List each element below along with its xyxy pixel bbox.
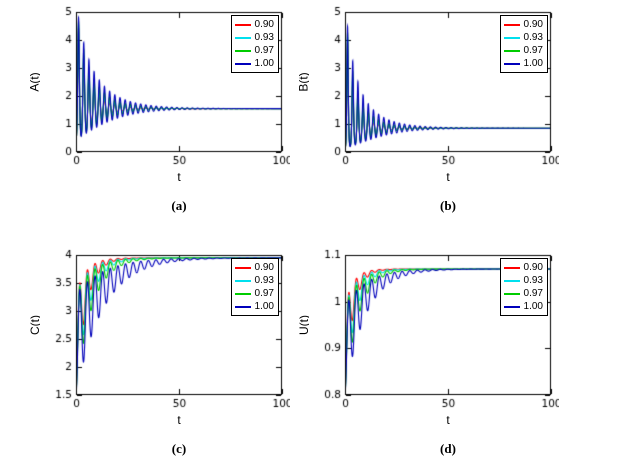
subplot-caption: (a) bbox=[171, 198, 187, 213]
legend-entry: 0.97 bbox=[503, 44, 543, 57]
legend-line-sample bbox=[503, 23, 520, 26]
legend-line-sample bbox=[503, 279, 520, 282]
legend-label: 0.90 bbox=[254, 19, 274, 30]
x-axis-label: t bbox=[446, 413, 450, 427]
legend-line-sample bbox=[503, 292, 520, 295]
legend-entry: 1.00 bbox=[503, 57, 543, 70]
legend-line-sample bbox=[503, 266, 520, 269]
legend-entry: 1.00 bbox=[503, 300, 543, 313]
subplot-a: A(t) 0.90 0.93 0.97 1.00 t (a) bbox=[12, 6, 304, 230]
legend-label: 1.00 bbox=[523, 301, 543, 312]
subplot-d: U(t) 0.90 0.93 0.97 1.00 t (d) bbox=[281, 249, 573, 459]
legend-box: 0.90 0.93 0.97 1.00 bbox=[499, 258, 548, 316]
legend-box: 0.90 0.93 0.97 1.00 bbox=[499, 15, 548, 73]
legend-entry: 0.93 bbox=[503, 274, 543, 287]
legend-line-sample bbox=[234, 292, 251, 295]
legend-entry: 0.90 bbox=[503, 261, 543, 274]
x-axis-label: t bbox=[177, 170, 181, 184]
legend-label: 0.93 bbox=[523, 32, 543, 43]
legend-label: 1.00 bbox=[254, 301, 274, 312]
legend-line-sample bbox=[503, 49, 520, 52]
legend-entry: 0.97 bbox=[503, 287, 543, 300]
subplot-c: C(t) 0.90 0.93 0.97 1.00 t (c) bbox=[12, 249, 304, 459]
legend-line-sample bbox=[503, 62, 520, 65]
legend-entry: 0.90 bbox=[234, 18, 274, 31]
legend-entry: 0.97 bbox=[234, 44, 274, 57]
legend-label: 0.97 bbox=[523, 45, 543, 56]
legend-label: 0.90 bbox=[254, 262, 274, 273]
subplot-caption: (d) bbox=[440, 441, 456, 456]
x-axis-label: t bbox=[177, 413, 181, 427]
legend-line-sample bbox=[503, 36, 520, 39]
legend-line-sample bbox=[234, 36, 251, 39]
subplot-caption: (b) bbox=[440, 198, 456, 213]
legend-entry: 0.93 bbox=[234, 274, 274, 287]
legend-label: 1.00 bbox=[254, 58, 274, 69]
subplot-b: B(t) 0.90 0.93 0.97 1.00 t (b) bbox=[281, 6, 573, 230]
legend-line-sample bbox=[234, 279, 251, 282]
legend-line-sample bbox=[234, 49, 251, 52]
legend-label: 0.93 bbox=[254, 32, 274, 43]
subplot-caption: (c) bbox=[171, 441, 187, 456]
legend-label: 0.93 bbox=[254, 275, 274, 286]
legend-line-sample bbox=[234, 62, 251, 65]
legend-line-sample bbox=[234, 266, 251, 269]
legend-entry: 0.93 bbox=[234, 31, 274, 44]
legend-label: 0.97 bbox=[523, 288, 543, 299]
x-axis-label: t bbox=[446, 170, 450, 184]
legend-entry: 0.90 bbox=[234, 261, 274, 274]
legend-entry: 0.97 bbox=[234, 287, 274, 300]
legend-label: 1.00 bbox=[523, 58, 543, 69]
legend-label: 0.97 bbox=[254, 45, 274, 56]
legend-entry: 1.00 bbox=[234, 57, 274, 70]
legend-entry: 1.00 bbox=[234, 300, 274, 313]
legend-label: 0.90 bbox=[523, 19, 543, 30]
legend-label: 0.93 bbox=[523, 275, 543, 286]
legend-line-sample bbox=[503, 305, 520, 308]
legend-line-sample bbox=[234, 305, 251, 308]
legend-label: 0.90 bbox=[523, 262, 543, 273]
legend-entry: 0.90 bbox=[503, 18, 543, 31]
legend-entry: 0.93 bbox=[503, 31, 543, 44]
legend-line-sample bbox=[234, 23, 251, 26]
legend-label: 0.97 bbox=[254, 288, 274, 299]
legend-box: 0.90 0.93 0.97 1.00 bbox=[230, 258, 279, 316]
legend-box: 0.90 0.93 0.97 1.00 bbox=[230, 15, 279, 73]
